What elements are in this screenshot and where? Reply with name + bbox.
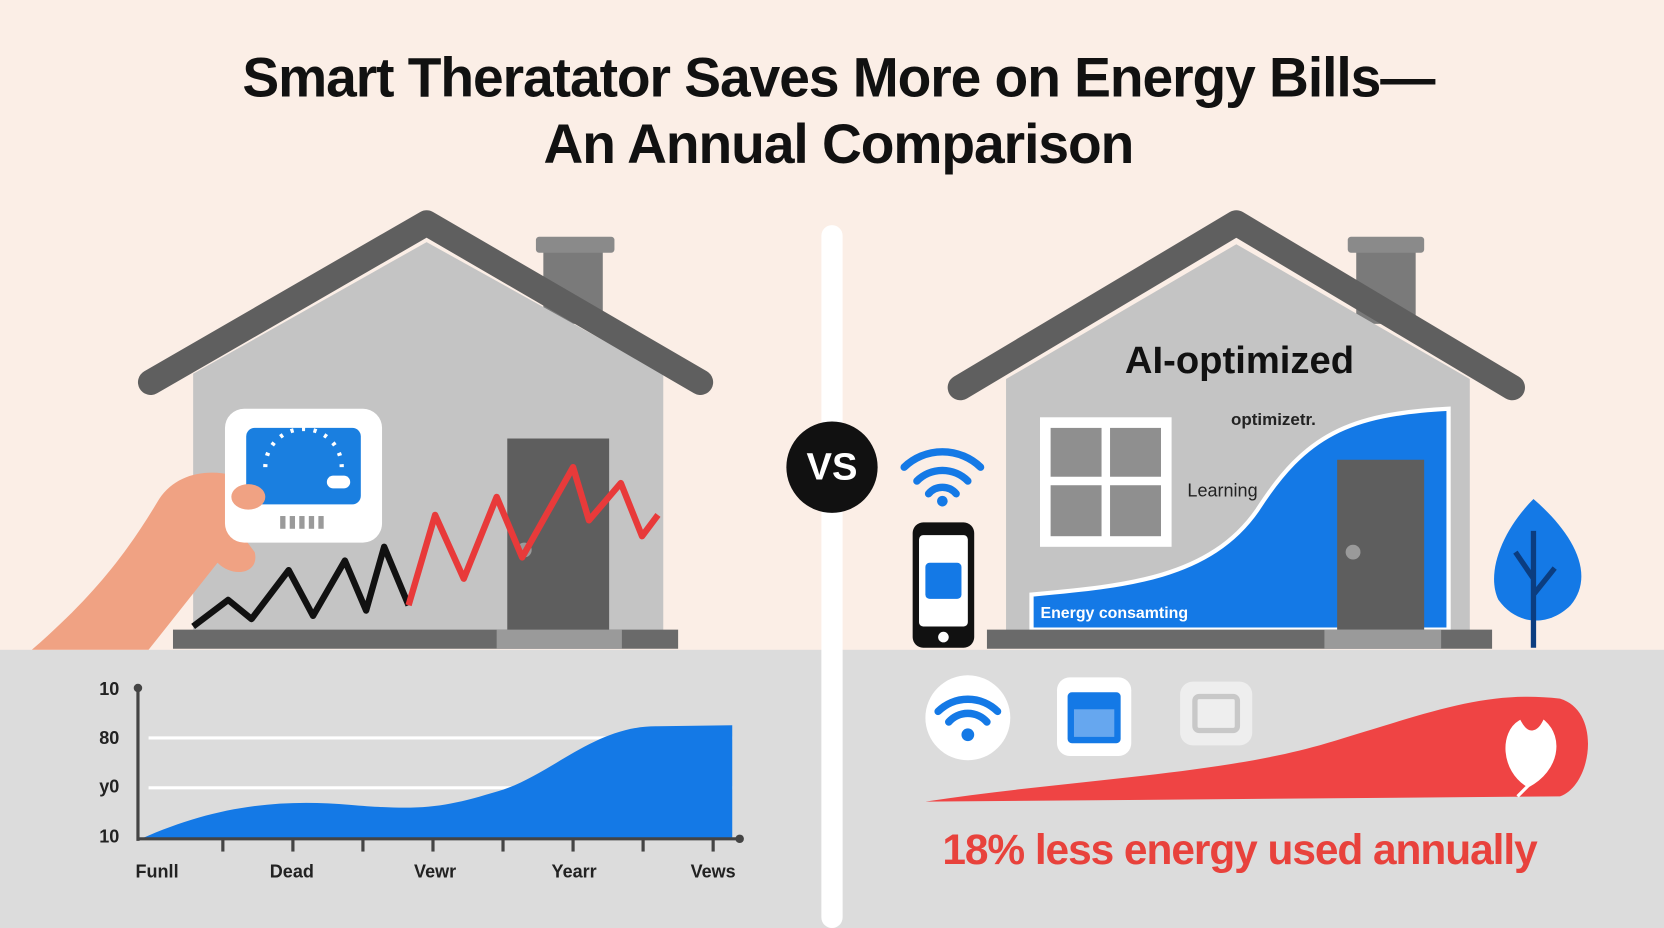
- smart-house-part: [1347, 236, 1425, 253]
- x-label: Yearr: [552, 862, 597, 882]
- divider-bar: [821, 225, 843, 928]
- tree-icon-part: [1494, 499, 1582, 621]
- usage-zigzag: [405, 463, 661, 607]
- smart-house-part: [1337, 459, 1425, 630]
- x-label: Vewr: [414, 862, 456, 882]
- manual-thermostat-part-part: [299, 516, 305, 529]
- x-label: Funll: [136, 862, 179, 882]
- smart-house-part-part: [1110, 485, 1161, 537]
- traditional-house-part: [496, 629, 622, 649]
- annotation: Energy consamting: [1041, 605, 1189, 622]
- manual-thermostat-part-part: [308, 516, 315, 529]
- manual-thermostat-part: [280, 516, 324, 529]
- title-line: Smart Theratator Saves More on Energy Bi…: [242, 46, 1436, 108]
- smart-house-part-part: [1110, 427, 1161, 477]
- x-label: Vews: [691, 862, 736, 882]
- annotation: optimizetr.: [1231, 410, 1316, 429]
- smart-house: [947, 210, 1525, 649]
- y-label: 10: [99, 827, 119, 847]
- wifi-icon-part: [900, 448, 985, 471]
- smart-house-part: [947, 210, 1525, 401]
- tree-icon-part: [1513, 530, 1557, 648]
- phone-icon: [912, 522, 975, 648]
- traditional-house-part: [137, 210, 714, 395]
- traditional-house-part: [507, 438, 610, 632]
- usage-chart-part: [141, 725, 733, 839]
- y-label: 10: [99, 679, 119, 699]
- usage-zigzag: [191, 543, 412, 629]
- smart-house-part: [1050, 427, 1161, 537]
- manual-thermostat-part-part: [289, 516, 296, 529]
- y-label: 80: [99, 728, 119, 748]
- manual-thermostat-part: [231, 484, 266, 510]
- feature-icons-part: [1067, 692, 1121, 744]
- house-label: AI-optimized: [1125, 339, 1354, 382]
- vs-badge: [786, 421, 878, 513]
- wifi-icon: [900, 448, 985, 507]
- manual-thermostat-part-part: [280, 516, 286, 529]
- wifi-icon-part: [924, 483, 960, 498]
- feature-icons-part: [1192, 693, 1241, 734]
- phone-icon-part: [925, 562, 962, 599]
- feature-icons-part: [925, 675, 1011, 761]
- x-label: Dead: [270, 862, 314, 882]
- leaf-icon: [1505, 719, 1557, 798]
- usage-chart-part: [735, 834, 744, 844]
- usage-chart: 10 80 y0 10 Funll Dead Vewr Yearr Vews: [99, 679, 744, 882]
- feature-icons: [925, 675, 1253, 761]
- wifi-icon-part: [937, 495, 948, 507]
- manual-thermostat-part: [263, 426, 344, 468]
- usage-chart-part: [133, 683, 143, 693]
- savings-swoosh: [925, 696, 1588, 802]
- annotation: Learning: [1187, 480, 1257, 500]
- feature-icons-part: [934, 695, 1002, 726]
- tree-icon: [1494, 499, 1582, 648]
- caption: 18% less energy used annually: [942, 826, 1538, 873]
- usage-chart-part: [221, 838, 715, 852]
- smart-house-part: [1345, 544, 1361, 560]
- manual-thermostat-part: [31, 472, 263, 650]
- manual-thermostat-part-part: [318, 516, 324, 529]
- title-line: An Annual Comparison: [543, 113, 1133, 175]
- smart-house-part-part: [1050, 485, 1102, 537]
- manual-thermostat-part: [326, 475, 351, 489]
- manual-thermostat: [31, 408, 383, 650]
- traditional-house-part: [535, 236, 615, 253]
- feature-icons-part: [1073, 709, 1115, 737]
- feature-icons-part: [961, 728, 975, 742]
- phone-icon-part: [938, 631, 949, 643]
- vs-label: VS: [807, 445, 858, 488]
- smart-house-part: [1324, 629, 1442, 649]
- smart-house-part-part: [1050, 427, 1102, 477]
- feature-icons-part: [1180, 681, 1253, 746]
- y-label: y0: [99, 777, 119, 797]
- wifi-icon-part: [913, 466, 972, 485]
